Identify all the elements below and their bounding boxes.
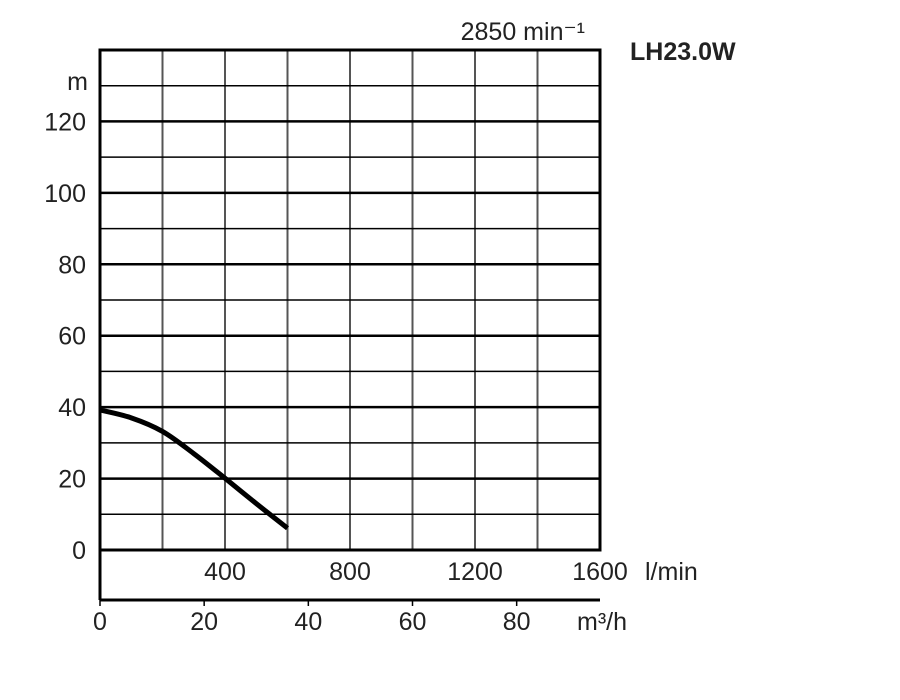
x2-axis-label: m³/h (577, 608, 627, 636)
y-tick-label: 60 (58, 323, 86, 351)
grid (100, 50, 600, 550)
x-tick-label: 1200 (447, 558, 503, 586)
series (99, 407, 290, 531)
x-axis-label: l/min (645, 558, 698, 586)
x2-tick-label: 20 (190, 608, 218, 636)
y-tick-label: 40 (58, 394, 86, 422)
x2-tick-label: 40 (294, 608, 322, 636)
y-tick-label: 0 (72, 537, 86, 565)
x2-tick-label: 80 (503, 608, 531, 636)
y-axis-label: m (67, 68, 88, 96)
x2-tick-label: 0 (93, 608, 107, 636)
x2-tick-label: 60 (399, 608, 427, 636)
frame (98, 48, 602, 606)
x-tick-label: 800 (329, 558, 371, 586)
pump-curve-line (99, 407, 290, 531)
plot-frame (98, 48, 602, 552)
x-tick-label: 400 (204, 558, 246, 586)
labels: 2850 min⁻¹ LH23.0W m l/min m³/h 0 20 40 60 8… (44, 18, 736, 636)
chart-title: LH23.0W (630, 38, 736, 66)
y-tick-label: 100 (44, 180, 86, 208)
x-tick-label: 1600 (572, 558, 628, 586)
y-tick-label: 20 (58, 466, 86, 494)
y-tick-label: 120 (44, 108, 86, 136)
speed-label: 2850 min⁻¹ (461, 18, 585, 46)
y-tick-label: 80 (58, 251, 86, 279)
